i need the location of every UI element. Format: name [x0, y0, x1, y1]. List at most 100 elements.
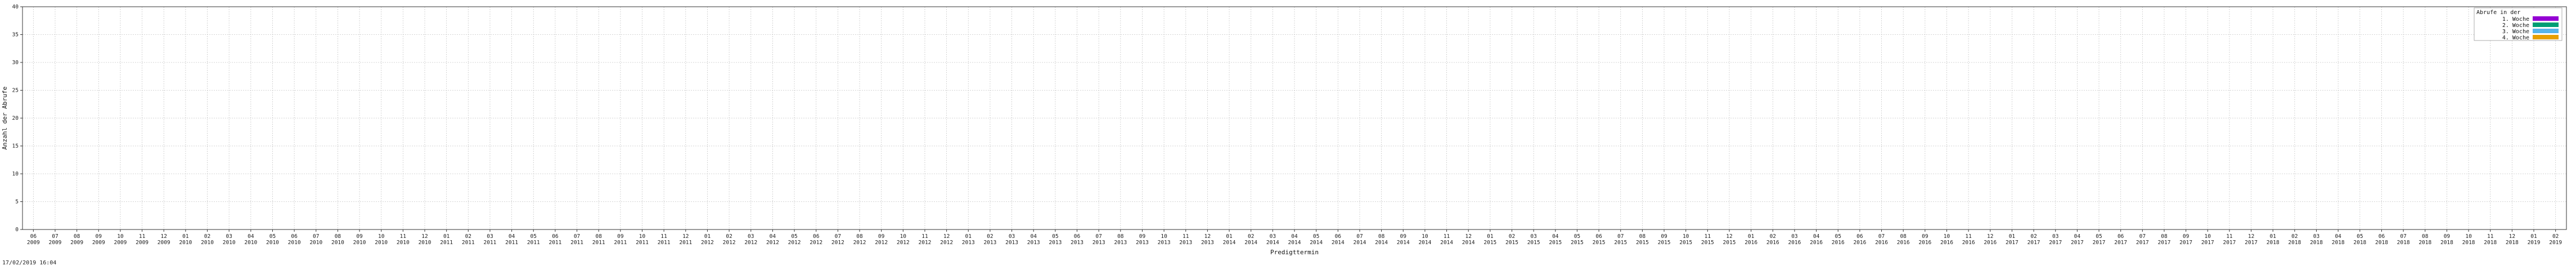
x-tick-label: 07 2009	[49, 233, 62, 246]
x-tick-label: 05 2012	[788, 233, 801, 246]
x-tick-label: 04 2017	[2071, 233, 2084, 246]
x-tick-label: 01 2016	[1745, 233, 1757, 246]
x-tick-label: 07 2016	[1875, 233, 1888, 246]
x-tick-label: 11 2013	[1179, 233, 1192, 246]
y-tick-label: 30	[12, 60, 19, 66]
x-tick-label: 10 2011	[636, 233, 649, 246]
x-tick-label: 04 2013	[1027, 233, 1040, 246]
x-tick-label: 05 2015	[1571, 233, 1584, 246]
x-tick-label: 07 2013	[1093, 233, 1105, 246]
x-tick-label: 02 2015	[1505, 233, 1518, 246]
x-tick-label: 05 2010	[266, 233, 279, 246]
x-tick-label: 01 2019	[2528, 233, 2541, 246]
x-tick-label: 05 2011	[527, 233, 540, 246]
x-tick-label: 03 2014	[1266, 233, 1279, 246]
legend-swatch	[2533, 16, 2559, 21]
x-tick-label: 05 2017	[2093, 233, 2106, 246]
x-tick-label: 08 2017	[2158, 233, 2171, 246]
x-tick-label: 02 2011	[462, 233, 475, 246]
x-tick-label: 02 2019	[2549, 233, 2562, 246]
x-tick-label: 06 2017	[2114, 233, 2127, 246]
x-tick-label: 03 2013	[1005, 233, 1018, 246]
x-tick-label: 10 2016	[1940, 233, 1953, 246]
x-tick-label: 09 2012	[875, 233, 888, 246]
x-tick-label: 02 2016	[1766, 233, 1779, 246]
x-tick-label: 10 2009	[114, 233, 127, 246]
x-tick-label: 11 2014	[1440, 233, 1453, 246]
legend-swatch	[2533, 22, 2559, 27]
x-tick-label: 04 2012	[766, 233, 779, 246]
y-tick-label: 20	[12, 115, 19, 122]
x-tick-label: 06 2018	[2375, 233, 2388, 246]
x-tick-label: 10 2018	[2462, 233, 2475, 246]
x-tick-label: 08 2014	[1375, 233, 1388, 246]
y-tick-label: 0	[15, 227, 19, 233]
x-tick-label: 06 2009	[27, 233, 40, 246]
x-tick-label: 04 2010	[244, 233, 257, 246]
x-tick-label: 01 2011	[440, 233, 453, 246]
x-tick-label: 03 2010	[223, 233, 236, 246]
x-tick-label: 08 2013	[1114, 233, 1127, 246]
x-tick-label: 10 2013	[1158, 233, 1171, 246]
x-tick-label: 08 2009	[70, 233, 83, 246]
x-tick-label: 01 2018	[2267, 233, 2280, 246]
x-tick-label: 04 2016	[1810, 233, 1823, 246]
x-tick-label: 09 2011	[614, 233, 627, 246]
x-tick-label: 05 2014	[1310, 233, 1323, 246]
x-tick-label: 11 2009	[136, 233, 149, 246]
x-tick-label: 09 2015	[1658, 233, 1671, 246]
x-tick-label: 12 2013	[1201, 233, 1214, 246]
x-tick-label: 04 2015	[1549, 233, 1562, 246]
x-tick-label: 09 2010	[353, 233, 366, 246]
y-tick-label: 10	[12, 171, 19, 177]
legend-label: 2. Woche	[2502, 22, 2529, 29]
x-tick-label: 08 2010	[331, 233, 344, 246]
x-tick-label: 09 2013	[1136, 233, 1149, 246]
x-tick-label: 07 2012	[831, 233, 844, 246]
y-tick-label: 5	[15, 199, 19, 205]
x-tick-label: 09 2016	[1918, 233, 1931, 246]
legend-label: 1. Woche	[2502, 16, 2529, 22]
x-tick-label: 11 2018	[2484, 233, 2497, 246]
x-tick-label: 07 2011	[570, 233, 583, 246]
x-tick-label: 12 2010	[419, 233, 431, 246]
x-tick-label: 08 2011	[592, 233, 605, 246]
x-tick-label: 06 2013	[1071, 233, 1084, 246]
x-tick-label: 06 2014	[1332, 233, 1345, 246]
x-tick-label: 03 2018	[2310, 233, 2323, 246]
x-tick-label: 06 2015	[1593, 233, 1606, 246]
x-tick-label: 12 2015	[1723, 233, 1736, 246]
x-tick-label: 08 2015	[1636, 233, 1649, 246]
x-tick-label: 03 2012	[744, 233, 757, 246]
x-tick-label: 04 2014	[1288, 233, 1301, 246]
x-tick-label: 12 2017	[2245, 233, 2258, 246]
x-tick-label: 12 2012	[940, 233, 953, 246]
x-tick-label: 12 2011	[679, 233, 692, 246]
x-tick-label: 02 2017	[2027, 233, 2040, 246]
x-tick-label: 10 2010	[375, 233, 388, 246]
x-tick-label: 03 2015	[1527, 233, 1540, 246]
x-tick-label: 10 2014	[1418, 233, 1431, 246]
legend-label: 3. Woche	[2502, 29, 2529, 35]
legend-label: 4. Woche	[2502, 35, 2529, 41]
x-tick-label: 01 2013	[962, 233, 975, 246]
x-tick-label: 11 2012	[919, 233, 932, 246]
x-tick-label: 11 2017	[2223, 233, 2236, 246]
grid	[23, 7, 2566, 230]
legend-swatch	[2533, 35, 2559, 39]
x-tick-label: 01 2015	[1483, 233, 1496, 246]
x-tick-label: 01 2010	[179, 233, 192, 246]
x-tick-label: 06 2012	[810, 233, 822, 246]
x-tick-label: 08 2018	[2418, 233, 2431, 246]
x-tick-label: 02 2014	[1244, 233, 1257, 246]
x-tick-label: 07 2015	[1614, 233, 1627, 246]
x-tick-label: 02 2012	[723, 233, 736, 246]
x-tick-label: 05 2013	[1049, 233, 1062, 246]
x-tick-label: 01 2014	[1223, 233, 1236, 246]
x-tick-label: 12 2014	[1462, 233, 1475, 246]
x-tick-label: 06 2010	[288, 233, 301, 246]
x-tick-label: 08 2016	[1897, 233, 1910, 246]
x-tick-label: 11 2010	[397, 233, 410, 246]
x-tick-label: 10 2017	[2201, 233, 2214, 246]
y-tick-label: 40	[12, 4, 19, 10]
